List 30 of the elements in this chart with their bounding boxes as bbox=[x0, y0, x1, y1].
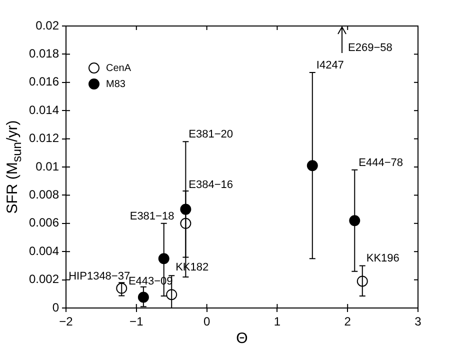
x-tick-label: −2 bbox=[59, 314, 74, 329]
x-tick-label: 1 bbox=[274, 314, 281, 329]
y-tick-label: 0.02 bbox=[36, 18, 60, 32]
y-tick-label: 0.012 bbox=[28, 131, 60, 146]
legend-label: M83 bbox=[106, 78, 126, 90]
y-tick-label: 0.01 bbox=[36, 159, 60, 174]
annotation: E381−20 bbox=[188, 128, 234, 141]
y-tick-label: 0.018 bbox=[28, 46, 60, 61]
y-tick-label: 0.006 bbox=[28, 216, 60, 230]
annotation: HIP1348−37 bbox=[68, 270, 130, 282]
legend-label: CenA bbox=[106, 62, 132, 74]
annotation: I4247 bbox=[316, 60, 344, 72]
x-axis-title: Θ bbox=[236, 330, 248, 348]
annotation: KK196 bbox=[366, 252, 400, 265]
x-tick-label: −1 bbox=[130, 314, 144, 329]
y-tick-label: 0.016 bbox=[28, 74, 60, 89]
y-tick-label: 0.002 bbox=[28, 272, 60, 286]
x-tick-label: 2 bbox=[344, 314, 352, 329]
annotation: E269−58 bbox=[348, 42, 392, 54]
annotation: E444−78 bbox=[358, 156, 403, 169]
annotation: E381−18 bbox=[130, 210, 174, 222]
y-tick-label: 0.004 bbox=[28, 244, 60, 258]
x-tick-label: 0 bbox=[203, 314, 210, 329]
point bbox=[306, 160, 318, 172]
annotation: E384−16 bbox=[188, 178, 234, 191]
x-tick-label: 3 bbox=[414, 314, 422, 329]
y-tick-label: 0 bbox=[52, 300, 60, 314]
y-tick-label: 0.014 bbox=[28, 102, 60, 117]
point bbox=[158, 253, 170, 264]
y-tick-label: 0.008 bbox=[28, 188, 60, 202]
